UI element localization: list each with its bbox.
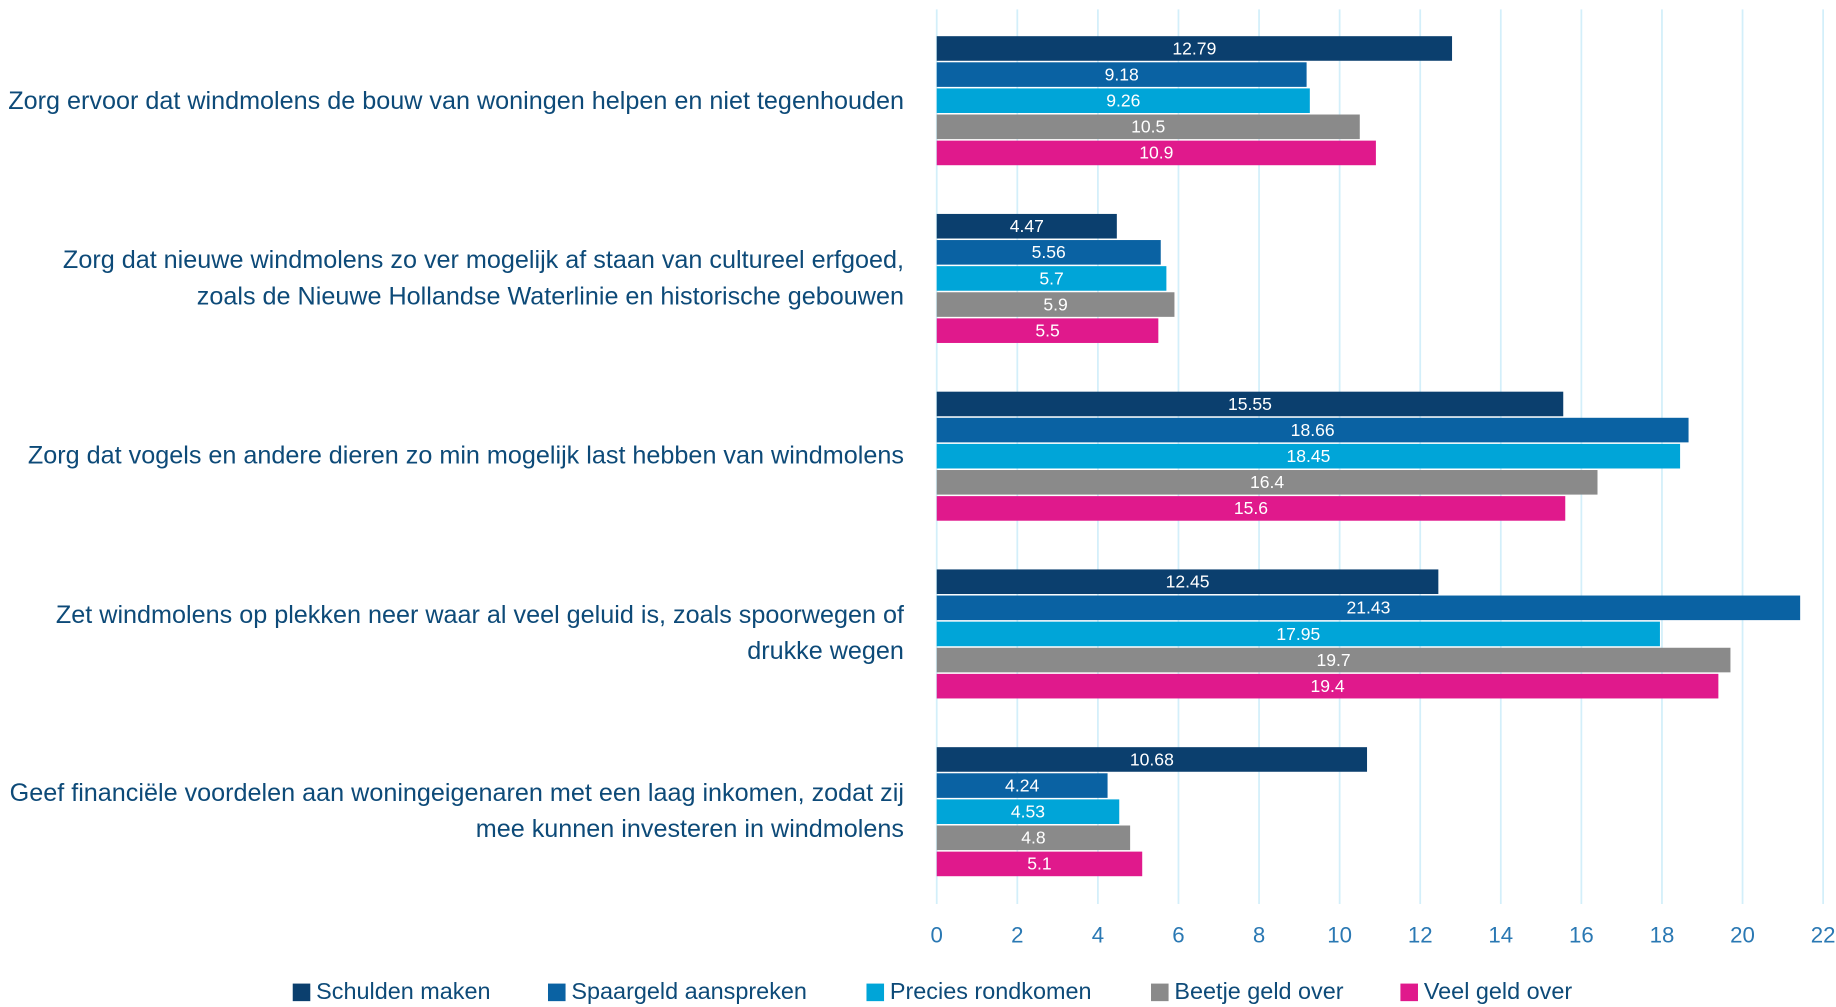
value-label: 10.9	[1139, 143, 1173, 163]
category-label-box: Zet windmolens op plekken neer waar al v…	[55, 601, 904, 666]
legend-swatch	[292, 983, 311, 1002]
bar	[936, 240, 1161, 265]
value-label: 21.43	[1346, 598, 1390, 618]
bar	[936, 470, 1598, 495]
x-tick-label: 10	[1327, 923, 1352, 948]
category-label-box: Zorg dat vogels en andere dieren zo min …	[27, 441, 904, 470]
legend-label: Veel geld over	[1424, 978, 1573, 1004]
value-label: 5.9	[1043, 294, 1067, 314]
legend-swatch	[1151, 983, 1169, 1002]
x-tick-label: 8	[1253, 923, 1265, 948]
category-label: Geef financiële voordelen aan woningeige…	[9, 778, 904, 844]
value-label: 10.5	[1131, 117, 1165, 137]
value-label: 4.24	[1005, 775, 1039, 795]
value-label: 5.7	[1039, 268, 1063, 288]
value-label: 15.6	[1234, 498, 1268, 518]
legend-swatch	[1400, 983, 1418, 1002]
category-label: Zorg ervoor dat windmolens de bouw van w…	[8, 86, 904, 115]
legend-swatch	[866, 983, 885, 1002]
bar	[936, 292, 1175, 317]
bar	[936, 673, 1719, 699]
value-label: 18.66	[1291, 420, 1335, 440]
value-label: 4.53	[1011, 802, 1045, 822]
bar	[936, 443, 1681, 469]
legend-label: Beetje geld over	[1174, 978, 1343, 1004]
x-tick-label: 2	[1011, 923, 1023, 948]
value-label: 5.56	[1032, 242, 1066, 262]
legend-label: Precies rondkomen	[890, 978, 1092, 1004]
x-tick-label: 14	[1488, 923, 1513, 948]
category-label-box: Zorg dat nieuwe windmolens zo ver mogeli…	[62, 245, 904, 311]
value-label: 15.55	[1228, 394, 1272, 414]
value-label: 5.1	[1027, 854, 1051, 874]
category-label: Zet windmolens op plekken neer waar al v…	[55, 601, 904, 666]
bar	[936, 496, 1566, 521]
bar	[936, 417, 1689, 443]
bar	[936, 851, 1143, 877]
x-tick-label: 20	[1730, 923, 1755, 948]
bar	[936, 621, 1660, 647]
bar	[936, 647, 1731, 673]
bar	[936, 747, 1368, 772]
x-tick-label: 0	[931, 923, 943, 948]
value-label: 16.4	[1250, 472, 1284, 492]
value-label: 9.18	[1105, 64, 1139, 84]
value-label: 10.68	[1130, 749, 1174, 769]
bar	[936, 825, 1131, 851]
value-label: 12.79	[1172, 38, 1216, 58]
value-label: 12.45	[1166, 572, 1210, 592]
category-label-box: Geef financiële voordelen aan woningeige…	[9, 778, 904, 844]
value-label: 4.47	[1010, 216, 1044, 236]
bar	[936, 266, 1167, 291]
legend-label: Schulden maken	[316, 978, 490, 1004]
x-tick-label: 16	[1569, 923, 1594, 948]
bar	[936, 140, 1376, 166]
legend-swatch	[547, 983, 566, 1002]
category-label: Zorg dat nieuwe windmolens zo ver mogeli…	[62, 245, 904, 311]
bar	[936, 114, 1360, 140]
bar	[936, 391, 1564, 417]
x-tick-label: 22	[1811, 923, 1836, 948]
category-label: Zorg dat vogels en andere dieren zo min …	[27, 441, 904, 470]
bar	[936, 88, 1310, 113]
bar	[936, 569, 1439, 595]
bar	[936, 36, 1453, 61]
value-label: 9.26	[1106, 91, 1140, 111]
bar	[936, 213, 1117, 239]
bar	[936, 62, 1307, 87]
x-tick-label: 4	[1092, 923, 1104, 948]
bar	[936, 773, 1108, 798]
x-tick-label: 6	[1172, 923, 1184, 948]
bar	[936, 799, 1120, 824]
value-label: 19.4	[1310, 676, 1344, 696]
value-label: 5.5	[1035, 320, 1060, 340]
value-label: 17.95	[1276, 624, 1320, 644]
x-tick-label: 12	[1408, 923, 1433, 948]
value-label: 4.8	[1021, 828, 1045, 848]
bar	[936, 318, 1159, 343]
legend-label: Spaargeld aanspreken	[571, 978, 807, 1004]
value-label: 18.45	[1286, 446, 1330, 466]
category-label-box: Zorg ervoor dat windmolens de bouw van w…	[8, 86, 904, 115]
value-label: 19.7	[1317, 650, 1351, 670]
bar	[936, 595, 1801, 621]
x-tick-label: 18	[1650, 923, 1675, 948]
